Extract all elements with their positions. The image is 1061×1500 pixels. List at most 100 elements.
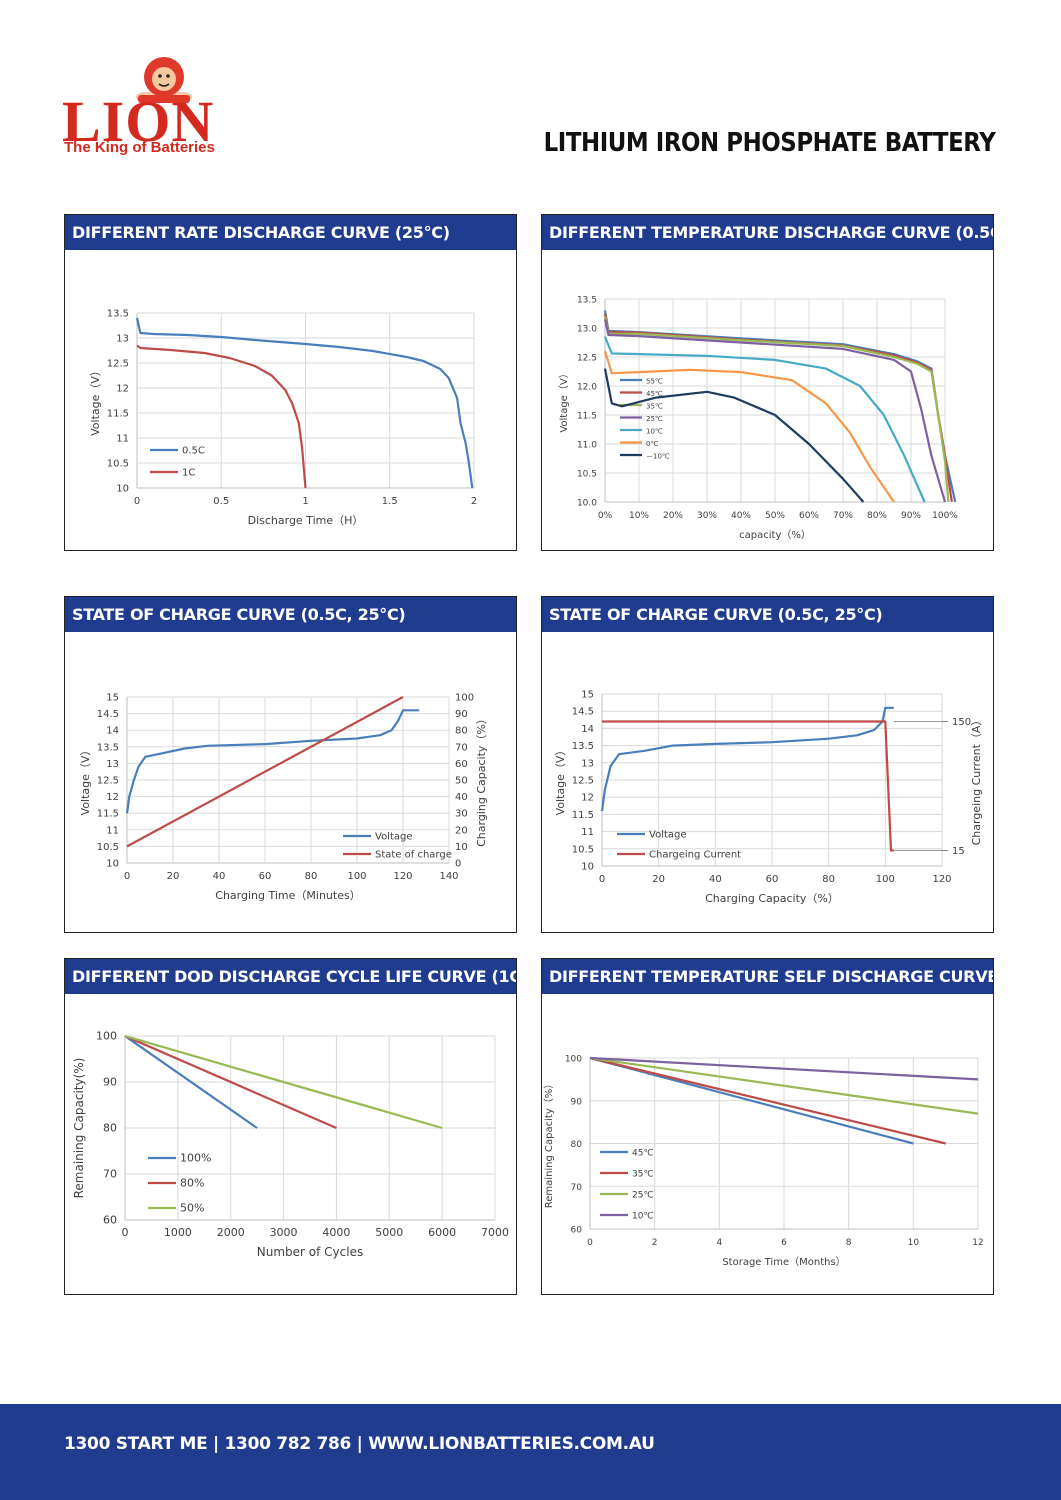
legend-label: －10℃ [646,453,670,461]
brand-tagline: The King of Batteries [64,139,215,156]
y-tick-label: 13.5 [577,296,597,306]
y-tick-label: 10 [116,484,129,495]
legend-label: Chargeing Current [649,850,741,861]
legend-label: 1C [182,468,195,479]
legend-label: 80% [180,1177,204,1190]
y-right-tick-label: 100 [455,693,474,704]
x-tick-label: 0 [122,1226,129,1239]
x-tick-label: 40 [709,874,722,885]
y-right-tick-label: 30 [455,809,468,820]
x-tick-label: 120 [932,874,951,885]
y-tick-label: 100 [565,1055,582,1065]
y-tick-label: 12 [581,793,594,804]
legend-label: 55℃ [646,378,663,386]
x-tick-label: 12 [972,1238,983,1248]
series-line-0℃ [603,350,895,503]
y-tick-label: 15 [106,693,119,704]
y-axis-title-right: Charging Capacity（%） [475,713,488,847]
x-tick-label: 2000 [217,1226,245,1239]
y-tick-label: 14 [106,726,119,737]
series-line-0.5C [135,317,474,489]
x-tick-label: 10 [908,1238,920,1248]
legend-label: State of charge [375,850,452,861]
legend-label: 45℃ [646,390,663,398]
y-right-tick-label: 50 [455,776,468,787]
panel-temperature-discharge: DIFFERENT TEMPERATURE DISCHARGE CURVE (0… [541,214,994,551]
legend-label: 10℃ [646,428,663,436]
series-line-35℃ [589,1056,946,1145]
y-axis-title: Voltage（V） [558,368,570,432]
x-tick-label: 0 [134,496,140,507]
y-tick-label: 90 [571,1097,583,1107]
y-tick-label: 10.5 [577,470,597,480]
series-line-Voltage [125,709,420,814]
y-tick-label: 11.5 [572,810,594,821]
x-tick-label: 5000 [375,1226,403,1239]
y-right-tick-label: 40 [455,792,468,803]
x-axis-title: Number of Cycles [257,1245,363,1259]
y-tick-label: 100 [96,1030,117,1043]
legend-label: 35℃ [646,403,663,411]
x-tick-label: 80 [822,874,835,885]
y-axis-title: Voltage（V） [79,745,92,816]
y-tick-label: 10.5 [97,842,119,853]
x-tick-label: 10% [629,511,649,521]
y-tick-label: 14.5 [97,709,119,720]
series-line-80% [124,1034,337,1130]
x-tick-label: 30% [697,511,717,521]
x-tick-label: 2 [471,496,477,507]
panel-title: STATE OF CHARGE CURVE (0.5C, 25°C) [65,597,516,632]
lion-mascot-icon [136,57,192,103]
document-title: LITHIUM IRON PHOSPHATE BATTERY [543,128,995,158]
y-tick-label: 12.5 [572,776,594,787]
y-tick-label: 12.5 [107,359,129,370]
x-tick-label: 100 [876,874,895,885]
y-right-tick-label: 90 [455,709,468,720]
y-tick-label: 10 [106,859,119,870]
y-tick-label: 13.5 [97,742,119,753]
x-tick-label: 60% [799,511,819,521]
y-tick-label: 13 [581,758,594,769]
brand-name: LION [62,89,215,154]
x-tick-label: 20% [663,511,683,521]
chart-temperature-discharge: 0% 10% 20% 30% 40% 50% 60% 70% 80% 90% 100% 10.0 10.… [558,296,958,542]
y-tick-label: 14 [581,724,594,735]
x-tick-label: 3000 [270,1226,298,1239]
series-line-25℃ [589,1056,979,1115]
x-tick-label: 20 [167,871,180,882]
chart-cycle-life: 0 1000 2000 3000 4000 5000 6000 7000 60 70 80 90 100… [72,1030,509,1260]
x-axis-title: Charging Capacity（%） [705,892,839,905]
y-right-tick-label: 0 [455,859,461,870]
panel-title: DIFFERENT TEMPERATURE SELF DISCHARGE CUR… [542,959,993,994]
legend-label: Voltage [375,832,413,843]
legend-label: 10℃ [632,1212,654,1222]
y-tick-label: 13.5 [107,309,129,320]
series-line-45℃ [589,1056,914,1145]
x-tick-label: 6 [781,1238,787,1248]
x-axis-title: Charging Time（Minutes） [215,889,360,902]
y-tick-label: 13.5 [572,741,594,752]
x-tick-label: 4 [716,1238,722,1248]
y-axis-title: Voltage（V） [89,365,102,436]
x-tick-label: 100% [932,511,958,521]
y-tick-label: 80 [103,1122,117,1135]
panel-cycle-life: DIFFERENT DOD DISCHARGE CYCLE LIFE CURVE… [64,958,517,1295]
x-axis-title: capacity（%） [739,529,811,541]
brand-logo: LION The King of Batteries [60,55,250,165]
x-tick-label: 0 [124,871,130,882]
x-axis-title: Storage Time（Months） [722,1256,845,1268]
x-tick-label: 1.5 [382,496,398,507]
footer-bar: 1300 START ME | 1300 782 786 | WWW.LIONB… [0,1404,1061,1500]
y-right-tick-label: 15 [952,846,965,857]
y-right-tick-label: 10 [455,842,468,853]
x-tick-label: 0 [599,874,605,885]
y-axis-title: Remaining Capacity(%) [72,1058,86,1199]
legend-label: 25℃ [632,1191,654,1201]
y-tick-label: 70 [571,1183,583,1193]
y-tick-label: 10 [581,862,594,873]
y-tick-label: 13 [106,759,119,770]
y-tick-label: 11 [116,434,129,445]
x-tick-label: 2 [652,1238,658,1248]
panel-state-of-charge-time: STATE OF CHARGE CURVE (0.5C, 25°C) 0 20 40… [64,596,517,933]
x-tick-label: 0.5 [213,496,229,507]
